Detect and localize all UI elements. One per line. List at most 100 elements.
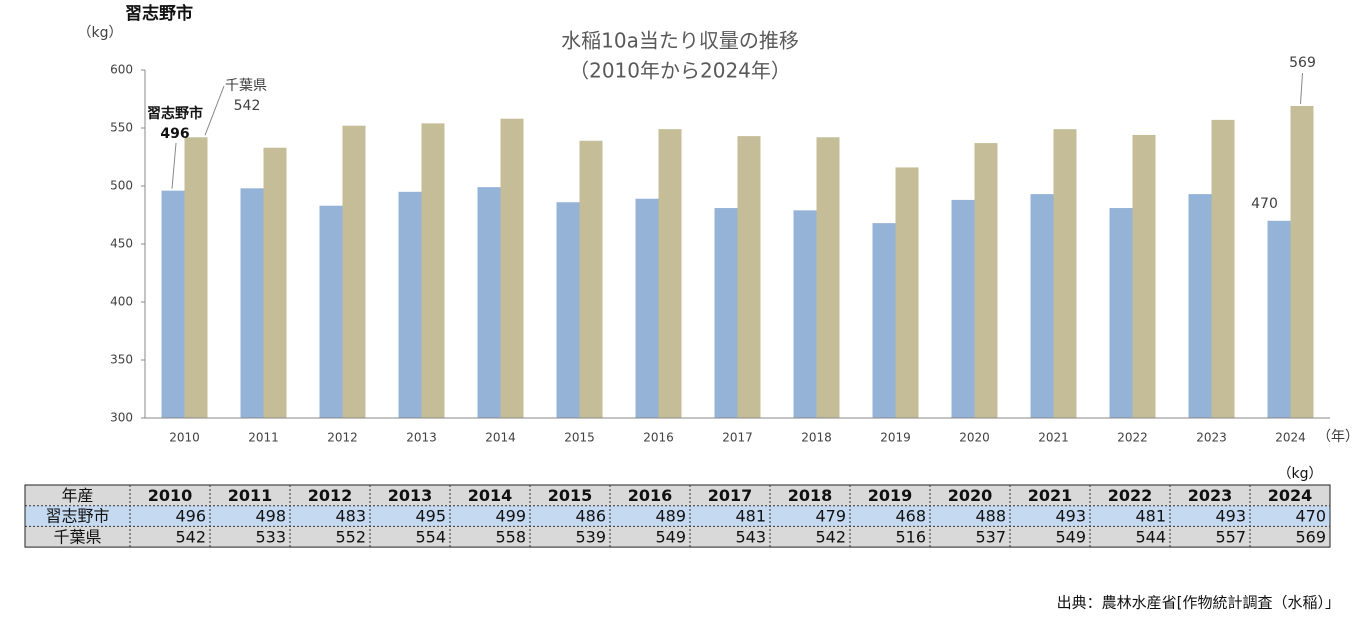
bar xyxy=(263,147,287,418)
bar xyxy=(240,188,264,418)
table-header: 2011 xyxy=(228,486,273,505)
x-tick-label: 2019 xyxy=(880,431,911,445)
table-cell: 543 xyxy=(735,527,766,546)
table-cell: 493 xyxy=(1215,507,1246,526)
bar xyxy=(1132,134,1156,418)
annotation: 習志野市 xyxy=(147,105,203,122)
table-header: 2024 xyxy=(1268,486,1313,505)
bar xyxy=(342,125,366,419)
x-tick-label: 2018 xyxy=(801,431,832,445)
table-header: 2010 xyxy=(148,486,193,505)
table-cell: 481 xyxy=(735,507,766,526)
bar xyxy=(500,118,524,418)
table-cell: 468 xyxy=(895,507,926,526)
bar xyxy=(816,137,840,418)
table-cell: 479 xyxy=(815,507,846,526)
bar xyxy=(1109,208,1133,418)
table-cell: 496 xyxy=(175,507,206,526)
bar xyxy=(951,199,975,418)
x-tick-label: 2024 xyxy=(1275,431,1306,445)
table-cell: 537 xyxy=(975,527,1006,546)
bar xyxy=(421,123,445,419)
x-tick-label: 2015 xyxy=(564,431,595,445)
bar xyxy=(658,129,682,418)
bar xyxy=(872,223,896,418)
table-row xyxy=(25,505,1330,527)
leader-line xyxy=(171,142,177,189)
table-cell: 542 xyxy=(175,527,206,546)
table-row-label: 習志野市 xyxy=(45,507,109,526)
table-header: 2015 xyxy=(548,486,593,505)
bar xyxy=(1211,119,1235,418)
bar xyxy=(1267,220,1291,418)
table-cell: 488 xyxy=(975,507,1006,526)
table-cell: 542 xyxy=(815,527,846,546)
table-cell: 499 xyxy=(495,507,526,526)
leader-line xyxy=(204,85,225,136)
table-cell: 498 xyxy=(255,507,286,526)
bar xyxy=(1290,105,1314,419)
table-header: 2022 xyxy=(1108,486,1153,505)
bar xyxy=(1188,194,1212,418)
table-unit: （kg） xyxy=(1278,466,1323,482)
table-header: 2017 xyxy=(708,486,753,505)
bar xyxy=(1030,194,1054,418)
y-tick-label: 350 xyxy=(110,353,133,367)
y-tick-label: 450 xyxy=(110,237,133,251)
y-tick-label: 550 xyxy=(110,121,133,135)
annotation: 千葉県 xyxy=(225,78,267,94)
table-cell: 481 xyxy=(1135,507,1166,526)
table-cell: 533 xyxy=(255,527,286,546)
table-cell: 493 xyxy=(1055,507,1086,526)
y-tick-label: 400 xyxy=(110,295,133,309)
leader-line xyxy=(1300,72,1303,104)
table-cell: 549 xyxy=(655,527,686,546)
table-cell: 483 xyxy=(335,507,366,526)
data-label: 496 xyxy=(160,126,189,142)
y-tick-label: 500 xyxy=(110,179,133,193)
table-corner: 年産 xyxy=(61,486,93,505)
table-header: 2016 xyxy=(628,486,673,505)
bar xyxy=(737,136,761,418)
table-row-label: 千葉県 xyxy=(53,527,101,546)
table-cell: 557 xyxy=(1215,527,1246,546)
bar xyxy=(161,190,185,418)
table-cell: 549 xyxy=(1055,527,1086,546)
table-cell: 516 xyxy=(895,527,926,546)
source: 出典：農林水産省[作物統計調査（水稲）」 xyxy=(1057,594,1340,612)
table-cell: 539 xyxy=(575,527,606,546)
y-tick-label: 300 xyxy=(110,411,133,425)
table-header: 2014 xyxy=(468,486,513,505)
table-cell: 544 xyxy=(1135,527,1166,546)
table-header: 2018 xyxy=(788,486,833,505)
table-cell: 486 xyxy=(575,507,606,526)
y-axis-label: （kg） xyxy=(78,25,123,41)
x-tick-label: 2016 xyxy=(643,431,674,445)
data-label: 470 xyxy=(1251,196,1278,212)
table-header: 2019 xyxy=(868,486,913,505)
x-tick-label: 2012 xyxy=(327,431,358,445)
bar xyxy=(974,143,998,418)
bar xyxy=(579,140,603,418)
table-cell: 558 xyxy=(495,527,526,546)
table-header: 2020 xyxy=(948,486,993,505)
table-header: 2021 xyxy=(1028,486,1073,505)
x-tick-label: 2023 xyxy=(1196,431,1227,445)
bar xyxy=(477,187,501,418)
data-label: 542 xyxy=(234,98,261,114)
chart-title: 水稲10a当たり収量の推移 xyxy=(561,29,799,53)
table-header: 2013 xyxy=(388,486,433,505)
bar xyxy=(398,191,422,418)
table-cell: 552 xyxy=(335,527,366,546)
table-cell: 554 xyxy=(415,527,446,546)
table-cell: 569 xyxy=(1295,527,1326,546)
bar xyxy=(635,198,659,418)
x-tick-label: 2013 xyxy=(406,431,437,445)
page-header: 習志野市 xyxy=(125,3,193,24)
bar xyxy=(793,210,817,418)
x-tick-label: 2021 xyxy=(1038,431,1069,445)
x-tick-label: 2010 xyxy=(169,431,200,445)
x-tick-label: 2022 xyxy=(1117,431,1148,445)
y-tick-label: 600 xyxy=(110,63,133,77)
